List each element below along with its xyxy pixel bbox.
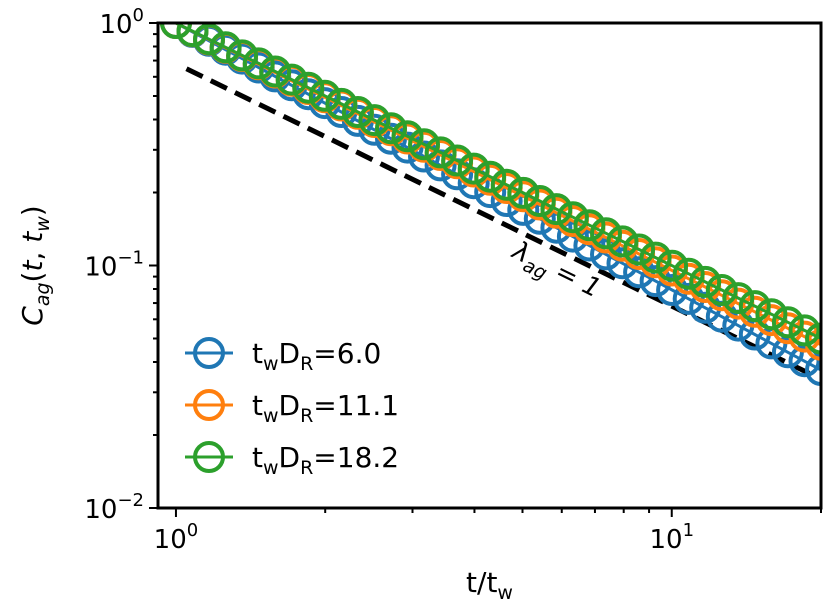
data-point (457, 152, 490, 185)
y-tick-label: 100 (99, 5, 144, 40)
data-point (755, 298, 788, 331)
data-point (672, 257, 705, 290)
data-point (656, 274, 689, 306)
data-point (292, 71, 325, 104)
data-point (656, 249, 689, 282)
series-line (175, 23, 821, 340)
data-point (176, 23, 209, 48)
data-point (160, 23, 192, 39)
legend-entry-2: twDR=18.2 (185, 441, 399, 479)
data-point (474, 160, 507, 193)
data-point (358, 104, 391, 137)
x-tick-label: 100 (154, 520, 199, 555)
data-point (805, 354, 821, 386)
data-point (540, 193, 573, 226)
data-point (639, 241, 672, 274)
data-point (788, 314, 821, 347)
data-point (722, 282, 755, 315)
series-2 (160, 23, 821, 355)
data-point (689, 265, 722, 298)
data-point (606, 225, 639, 258)
legend-entry-0: twDR=6.0 (185, 337, 381, 375)
data-point (771, 306, 804, 339)
data-point (441, 144, 474, 177)
data-point (341, 96, 374, 128)
y-axis-label: Cag(t, tw) (16, 205, 54, 325)
data-point (805, 322, 821, 355)
data-point (408, 128, 440, 161)
data-point (391, 131, 424, 164)
data-layer (160, 23, 821, 386)
data-point (424, 136, 457, 169)
data-point (523, 185, 556, 217)
legend-marker (193, 337, 225, 369)
legend-label: twDR=11.1 (252, 389, 399, 427)
legend-marker (193, 389, 225, 421)
legend-entry-1: twDR=11.1 (185, 389, 399, 427)
data-point (325, 87, 358, 120)
data-point (259, 55, 292, 88)
data-point (788, 345, 821, 378)
data-point (573, 209, 606, 242)
data-point (408, 140, 440, 173)
data-point (193, 23, 225, 56)
x-axis-label: t/tw (466, 566, 513, 604)
legend-label: twDR=18.2 (252, 441, 399, 479)
data-point (507, 176, 540, 209)
legend-marker (193, 441, 225, 473)
data-point (391, 120, 424, 153)
data-point (242, 47, 275, 80)
data-point (556, 201, 589, 234)
series-1 (160, 23, 821, 361)
y-tick-label: 10−2 (84, 490, 144, 525)
legend: twDR=6.0 twDR=11.1 twDR=18.2 (185, 337, 399, 479)
x-tick-label: 101 (649, 520, 694, 555)
data-point (590, 217, 622, 250)
data-point (623, 233, 656, 266)
data-point (275, 63, 308, 96)
data-point (490, 168, 523, 201)
data-point (226, 39, 259, 72)
data-point (705, 274, 738, 306)
legend-label: twDR=6.0 (252, 337, 381, 375)
data-point (738, 290, 771, 323)
data-point (308, 79, 341, 112)
data-point (375, 112, 407, 145)
y-tick-label: 10−1 (84, 248, 144, 283)
plot-frame (156, 21, 823, 510)
tick-layer: 100 101 100 10−1 10−2 (84, 5, 822, 555)
data-point (209, 31, 242, 64)
